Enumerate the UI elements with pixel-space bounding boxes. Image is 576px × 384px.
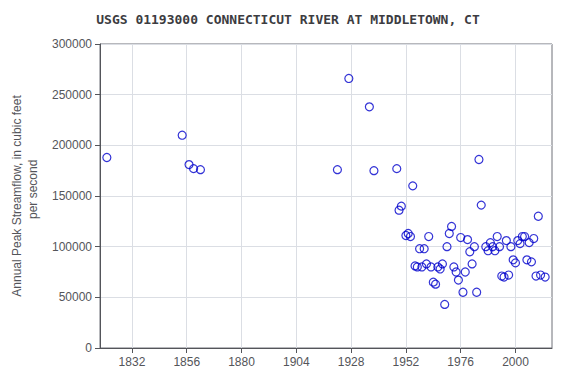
svg-text:100000: 100000 — [52, 240, 92, 254]
svg-text:1832: 1832 — [119, 355, 146, 369]
svg-text:USGS 01193000 CONNECTICUT RIVE: USGS 01193000 CONNECTICUT RIVER AT MIDDL… — [96, 12, 480, 27]
svg-text:1976: 1976 — [447, 355, 474, 369]
svg-text:1880: 1880 — [228, 355, 255, 369]
svg-text:2000: 2000 — [502, 355, 529, 369]
svg-text:0: 0 — [85, 341, 92, 355]
svg-text:250000: 250000 — [52, 88, 92, 102]
svg-text:per second: per second — [26, 160, 40, 233]
svg-text:200000: 200000 — [52, 138, 92, 152]
svg-text:150000: 150000 — [52, 189, 92, 203]
svg-text:1952: 1952 — [393, 355, 420, 369]
svg-text:1856: 1856 — [173, 355, 200, 369]
svg-text:Annual Peak Streamflow, in cub: Annual Peak Streamflow, in cubic feet — [10, 95, 24, 297]
svg-text:300000: 300000 — [52, 37, 92, 51]
svg-text:1904: 1904 — [283, 355, 310, 369]
svg-text:1928: 1928 — [338, 355, 365, 369]
svg-text:50000: 50000 — [59, 290, 93, 304]
